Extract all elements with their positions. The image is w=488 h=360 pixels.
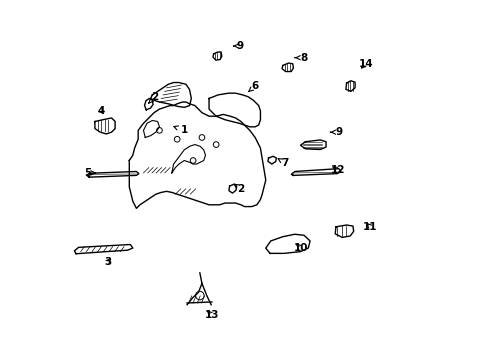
Text: 5: 5 xyxy=(84,168,95,178)
Text: 11: 11 xyxy=(362,222,377,232)
Text: 2: 2 xyxy=(234,184,244,194)
Text: 8: 8 xyxy=(294,53,307,63)
Text: 6: 6 xyxy=(248,81,258,91)
Text: 9: 9 xyxy=(330,127,343,137)
Text: 2: 2 xyxy=(148,92,159,103)
Text: 1: 1 xyxy=(173,125,187,135)
Text: 12: 12 xyxy=(330,165,345,175)
Text: 7: 7 xyxy=(278,158,288,168)
Text: 13: 13 xyxy=(204,310,219,320)
Text: 9: 9 xyxy=(233,41,244,51)
Text: 4: 4 xyxy=(97,106,104,116)
Text: 10: 10 xyxy=(293,243,308,253)
Text: 3: 3 xyxy=(104,257,111,266)
Text: 14: 14 xyxy=(358,59,372,69)
